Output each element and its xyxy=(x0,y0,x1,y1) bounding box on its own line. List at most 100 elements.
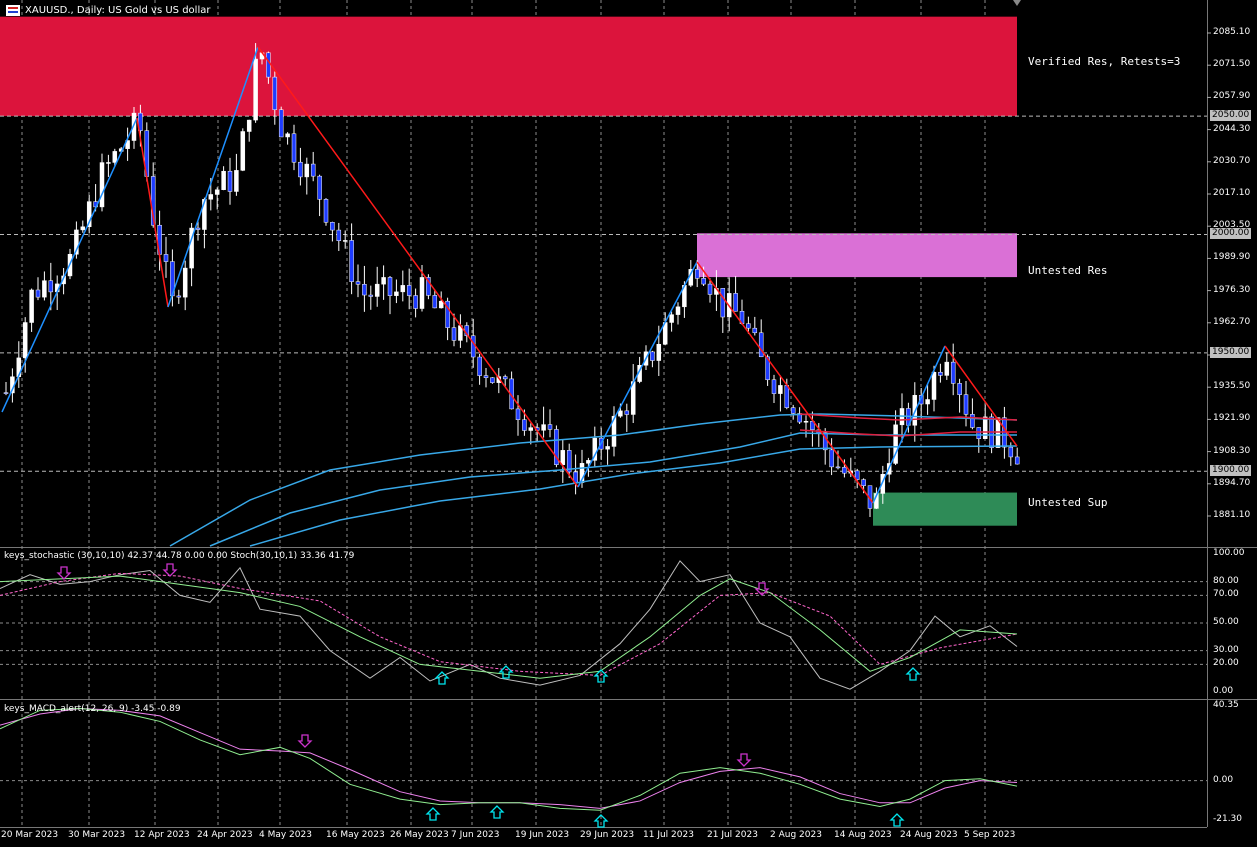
stoch-sell-arrow xyxy=(754,582,770,596)
price-tick-label: 1962.70 xyxy=(1213,316,1251,327)
candle-bear xyxy=(406,285,412,296)
candle-bull xyxy=(925,399,930,405)
candle-bull xyxy=(400,285,406,293)
candle-bear xyxy=(138,112,143,131)
time-tick-label: 4 May 2023 xyxy=(259,830,312,840)
candle-bear xyxy=(1014,456,1020,465)
zone-label-untested-sup: Untested Sup xyxy=(1028,496,1108,509)
candle-bear xyxy=(694,269,700,279)
candle-bear xyxy=(362,283,367,296)
candle-bear xyxy=(566,450,572,473)
candle-bull xyxy=(202,199,207,230)
zone-label-untested-res: Untested Res xyxy=(1028,264,1108,277)
candle-bull xyxy=(221,170,226,190)
time-tick-label: 5 Sep 2023 xyxy=(964,830,1016,840)
stoch-buy-arrow xyxy=(434,671,450,685)
price-tick-label: 1976.30 xyxy=(1213,284,1251,295)
candle-bear xyxy=(3,392,9,394)
price-tick-label: 2017.10 xyxy=(1213,188,1251,198)
chart-shift-marker xyxy=(1013,0,1021,6)
candle-bull xyxy=(541,424,546,431)
stoch-sell-arrow xyxy=(56,566,72,580)
candle-bull xyxy=(592,437,598,461)
candle-bear xyxy=(349,240,354,282)
candle-bull xyxy=(106,162,111,164)
candle-bull xyxy=(605,446,610,450)
candle-bull xyxy=(29,289,34,323)
stoch-tick-label: 0.00 xyxy=(1213,686,1234,696)
candle-bull xyxy=(240,131,246,171)
candle-bear xyxy=(624,410,630,415)
candle-bear xyxy=(547,424,553,430)
candle-bear xyxy=(720,288,726,318)
price-tick-label: 2044.30 xyxy=(1213,123,1251,134)
window-header: XAUUSD., Daily: US Gold vs US dollar xyxy=(6,5,210,16)
candle-bull xyxy=(394,291,399,296)
time-tick-label: 16 May 2023 xyxy=(326,830,385,840)
candle-bear xyxy=(758,332,764,358)
candle-bear xyxy=(829,449,834,468)
macd-tick-label: 0.00 xyxy=(1213,774,1234,785)
candle-bear xyxy=(733,293,738,312)
candle-bull xyxy=(419,277,425,309)
price-tick-label: 2085.10 xyxy=(1213,27,1251,37)
candle-bull xyxy=(182,267,188,298)
candle-bear xyxy=(963,394,969,415)
candle-bull xyxy=(61,275,66,285)
candle-bull xyxy=(381,277,386,285)
stoch-buy-arrow xyxy=(593,669,609,683)
stoch-buy-arrow xyxy=(498,665,514,679)
candle-bear xyxy=(842,467,847,474)
time-tick-label: 30 Mar 2023 xyxy=(68,830,126,840)
candle-bear xyxy=(330,222,335,231)
chart-window-icon[interactable] xyxy=(6,5,20,16)
candle-bull xyxy=(304,163,310,178)
candle-bull xyxy=(285,133,290,138)
candle-bull xyxy=(778,385,783,394)
chart-title: XAUUSD., Daily: US Gold vs US dollar xyxy=(25,5,211,16)
candle-bull xyxy=(112,151,118,163)
zigzag-down-leg xyxy=(257,46,579,488)
price-tick-label: 1921.90 xyxy=(1213,413,1251,424)
ma-blue-lower xyxy=(249,445,1018,547)
macd-tick-label: -21.30 xyxy=(1213,814,1243,824)
candle-bear xyxy=(470,335,476,358)
candle-bear xyxy=(790,407,796,414)
zone-0 xyxy=(0,16,1017,117)
price-tick-label: 1881.10 xyxy=(1213,510,1251,520)
candle-bull xyxy=(618,410,623,417)
candle-bear xyxy=(707,283,713,295)
candle-bear xyxy=(298,161,303,178)
candle-bear xyxy=(797,413,802,423)
zone-2 xyxy=(873,492,1017,526)
candle-bull xyxy=(22,322,28,359)
candle-bull xyxy=(189,227,194,269)
candle-bear xyxy=(195,227,201,230)
candle-bull xyxy=(611,415,617,447)
candle-bear xyxy=(970,414,975,428)
macd-tick-label: 40.35 xyxy=(1213,700,1239,710)
stoch-tick-label: 100.00 xyxy=(1213,548,1245,558)
candle-bear xyxy=(650,351,655,361)
stoch-tick-label: 50.00 xyxy=(1213,617,1239,627)
macd-buy-arrow xyxy=(593,814,609,828)
candle-bear xyxy=(515,408,521,420)
price-tick-label: 1894.70 xyxy=(1213,477,1251,488)
candle-bear xyxy=(310,163,316,177)
candle-bear xyxy=(266,52,271,78)
candle-bear xyxy=(163,254,169,262)
candle-bear xyxy=(445,300,450,328)
zigzag-down-leg xyxy=(696,261,874,504)
candle-bear xyxy=(272,76,278,111)
candle-bull xyxy=(214,189,220,195)
candle-bear xyxy=(426,277,431,296)
price-level-tag: 2000.00 xyxy=(1210,228,1252,240)
stoch-tick-label: 20.00 xyxy=(1213,658,1239,669)
time-tick-label: 20 Mar 2023 xyxy=(1,830,59,840)
time-tick-label: 7 Jun 2023 xyxy=(451,830,500,840)
candle-bear xyxy=(336,229,342,242)
candle-bear xyxy=(746,323,751,329)
macd-main-line xyxy=(0,707,1018,811)
